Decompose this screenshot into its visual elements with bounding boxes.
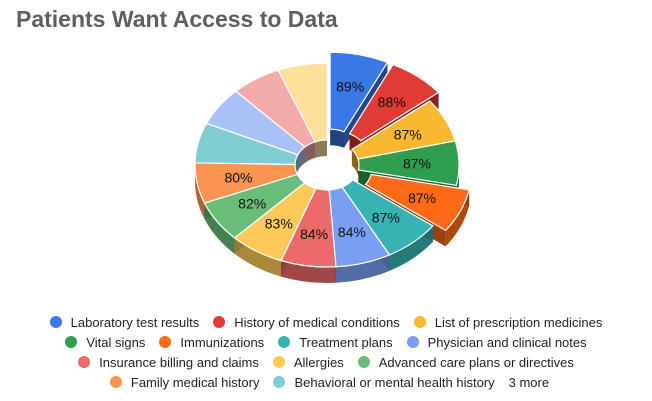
- slice-label-8: 83%: [265, 216, 293, 232]
- slice-labels: 89% 88% 87% 87% 87% 87% 84% 84% 83% 82% 80%: [224, 79, 436, 242]
- slice-side-8: [234, 237, 282, 277]
- slice-label-3: 87%: [403, 156, 431, 172]
- legend-item[interactable]: Immunizations: [159, 335, 264, 350]
- slice-label-0: 89%: [336, 79, 364, 95]
- legend-swatch: [278, 336, 291, 348]
- legend-label: Vital signs: [86, 334, 146, 350]
- legend-row: Vital signs Immunizations Treatment plans P…: [0, 332, 652, 352]
- legend-label: Immunizations: [180, 334, 265, 350]
- legend-swatch: [213, 316, 226, 328]
- legend-swatch: [109, 376, 122, 388]
- legend-item[interactable]: History of medical conditions: [213, 314, 400, 330]
- slice-label-9: 82%: [238, 196, 266, 212]
- slice-side-5: [389, 225, 433, 271]
- slice-label-2: 87%: [394, 126, 422, 142]
- legend-item[interactable]: Allergies: [272, 354, 344, 370]
- slice-1[interactable]: [348, 63, 440, 142]
- chart-title: Patients Want Access to Data: [16, 6, 338, 32]
- legend-item[interactable]: Treatment plans: [278, 334, 393, 350]
- legend-label: Family medical history: [130, 374, 260, 390]
- slice-0[interactable]: [329, 51, 389, 133]
- legend-swatch: [272, 356, 285, 368]
- legend-item[interactable]: Vital signs: [65, 335, 145, 350]
- legend-item[interactable]: Laboratory test results: [49, 314, 200, 330]
- slice-label-4: 87%: [408, 190, 436, 206]
- legend-label: Allergies: [293, 354, 344, 370]
- legend-label: Insurance billing and claims: [99, 354, 259, 370]
- legend-label: Behavioral or mental health history: [294, 374, 495, 390]
- legend-item[interactable]: Family medical history: [109, 374, 260, 390]
- legend-swatch: [273, 376, 286, 388]
- legend-swatch: [413, 316, 426, 328]
- slice-hole-0: [330, 129, 345, 148]
- legend-more-link[interactable]: 3 more: [508, 374, 550, 390]
- legend-row: Insurance billing and claims Allergies Adv…: [0, 352, 652, 372]
- slice-side-6: [335, 254, 390, 283]
- legend-item[interactable]: Physician and clinical notes: [406, 334, 587, 350]
- slice-4[interactable]: [364, 173, 470, 232]
- chart-legend: Laboratory test results History of medica…: [0, 312, 652, 392]
- legend-swatch: [65, 336, 78, 348]
- slice-tops: [194, 51, 470, 268]
- slice-side-4: [445, 189, 470, 247]
- legend-swatch: [49, 316, 62, 328]
- legend-label: History of medical conditions: [234, 314, 400, 330]
- slice-side-7: [281, 260, 336, 284]
- slice-label-10: 80%: [224, 169, 252, 185]
- slice-hole-13: [304, 141, 316, 163]
- legend-item[interactable]: Behavioral or mental health history: [273, 374, 495, 390]
- slice-side-10: [195, 162, 205, 220]
- slice-3[interactable]: [357, 140, 460, 187]
- legend-swatch: [78, 356, 91, 368]
- slice-label-7: 84%: [300, 226, 328, 242]
- legend-label: Treatment plans: [299, 334, 393, 350]
- legend-item[interactable]: Insurance billing and claims: [78, 355, 259, 370]
- slice-label-1: 88%: [378, 94, 406, 110]
- legend-row: Laboratory test results History of medica…: [0, 312, 652, 332]
- legend-swatch: [357, 356, 370, 368]
- slice-14[interactable]: [277, 62, 328, 143]
- legend-label: List of prescription medicines: [434, 314, 603, 330]
- legend-swatch: [159, 336, 172, 348]
- slice-label-6: 84%: [338, 224, 366, 240]
- slice-hole-14: [315, 140, 327, 158]
- slice-label-5: 87%: [372, 210, 400, 226]
- legend-item[interactable]: Advanced care plans or directives: [357, 354, 574, 370]
- legend-swatch: [406, 336, 419, 348]
- legend-label: Laboratory test results: [70, 314, 200, 330]
- pie-chart[interactable]: 89% 88% 87% 87% 87% 87% 84% 84% 83% 82% 80%: [0, 0, 652, 310]
- legend-row: Family medical history Behavioral or ment…: [0, 372, 652, 392]
- legend-label: Physician and clinical notes: [427, 334, 587, 350]
- legend-label: Advanced care plans or directives: [378, 354, 574, 370]
- legend-item[interactable]: List of prescription medicines: [413, 314, 603, 330]
